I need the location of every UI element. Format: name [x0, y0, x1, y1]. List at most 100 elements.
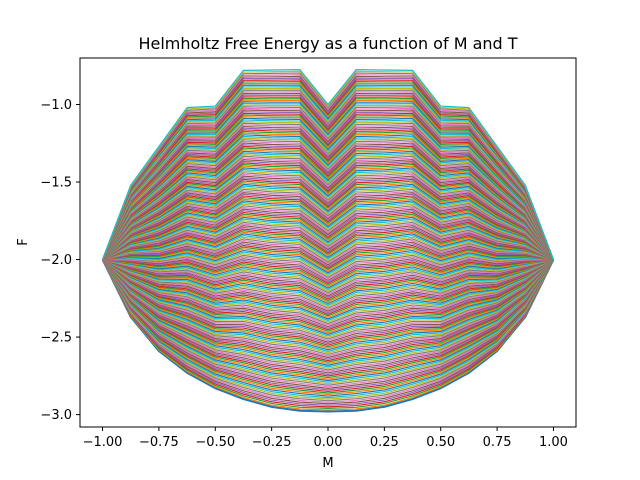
series-line — [102, 259, 554, 351]
series-line — [102, 259, 554, 405]
series-line — [102, 147, 554, 260]
series-line — [102, 218, 554, 261]
series-line — [102, 239, 554, 265]
series-line — [102, 137, 554, 260]
series-line — [101, 75, 555, 260]
series-line — [102, 259, 554, 365]
series-line — [102, 200, 554, 261]
series-line — [102, 241, 554, 266]
series-line — [102, 259, 554, 352]
series-line — [102, 182, 554, 260]
x-tick-label: −1.00 — [83, 435, 123, 450]
series-line — [102, 258, 554, 286]
series-line — [102, 258, 554, 303]
series-line — [102, 254, 554, 278]
series-line — [102, 259, 554, 360]
y-tick-label: −2.5 — [40, 331, 72, 346]
series-line — [102, 259, 554, 339]
series-line — [102, 259, 554, 406]
series-line — [102, 259, 554, 319]
series-line — [102, 114, 554, 260]
series-line — [102, 258, 554, 295]
series-line — [102, 243, 554, 268]
series-line — [102, 259, 554, 359]
series-line — [102, 124, 554, 260]
y-tick-label: −1.5 — [40, 176, 72, 191]
series-line — [102, 125, 554, 260]
series-line — [102, 259, 554, 348]
series-line — [101, 79, 555, 260]
series-line — [102, 259, 554, 366]
series-line — [102, 99, 554, 260]
y-tick-label: −2.0 — [40, 253, 72, 268]
series-line — [102, 193, 554, 261]
series-line — [102, 258, 554, 294]
series-line — [102, 94, 554, 260]
series-line — [102, 158, 554, 260]
series-line — [102, 259, 554, 368]
series-line — [102, 259, 554, 411]
series-line — [101, 77, 555, 260]
series-line — [102, 172, 554, 260]
series-line — [101, 91, 555, 260]
series-line — [102, 117, 554, 260]
series-line — [102, 203, 554, 261]
series-line — [102, 259, 554, 323]
series-line — [102, 259, 554, 388]
series-line — [102, 97, 554, 260]
series-line — [102, 205, 554, 261]
series-line — [101, 86, 555, 260]
y-axis: −3.0 −2.5 −2.0 −1.5 −1.0 — [40, 98, 80, 423]
series-line — [102, 112, 554, 260]
series-line — [102, 160, 554, 260]
series-line — [102, 258, 554, 306]
x-tick-label: −0.75 — [139, 435, 179, 450]
series-line — [102, 130, 554, 260]
series-line — [102, 104, 554, 260]
series-line — [102, 259, 554, 394]
series-line — [102, 259, 554, 386]
series-line — [102, 259, 554, 340]
series-line — [102, 259, 554, 374]
series-line — [102, 106, 554, 260]
series-line — [102, 195, 554, 261]
series-line — [102, 132, 554, 260]
series-line — [102, 167, 554, 260]
series-line — [102, 211, 554, 261]
series-line — [102, 258, 554, 291]
series-line — [102, 180, 554, 260]
series-line — [102, 178, 554, 260]
series-line — [101, 82, 555, 260]
x-axis: −1.00 −0.75 −0.50 −0.25 0.00 0.25 0.50 0.75 1.00 — [83, 427, 568, 450]
series-line — [102, 135, 554, 260]
series-line — [102, 259, 554, 349]
series-line — [102, 107, 554, 260]
series-line — [102, 109, 554, 260]
series-line — [102, 150, 554, 260]
series-line — [102, 220, 554, 261]
x-tick-label: 0.00 — [314, 435, 343, 450]
series-line — [102, 259, 554, 309]
series-line — [102, 230, 554, 261]
series-line — [102, 259, 554, 362]
series-line — [102, 258, 554, 299]
series-line — [102, 259, 554, 325]
series-line — [102, 225, 554, 261]
series-line — [102, 259, 554, 399]
y-tick-label: −1.0 — [40, 98, 72, 113]
series-line — [102, 259, 554, 342]
series-line — [102, 259, 554, 376]
series-line — [101, 81, 555, 260]
series-line — [102, 233, 554, 261]
series-line — [102, 259, 554, 369]
series-line — [102, 163, 554, 260]
x-tick-label: 0.75 — [483, 435, 512, 450]
series-line — [102, 259, 554, 403]
series-line — [102, 155, 554, 260]
series-line — [102, 258, 554, 300]
series-line — [102, 228, 554, 261]
series-line — [102, 259, 554, 373]
plot-layer — [101, 69, 555, 413]
